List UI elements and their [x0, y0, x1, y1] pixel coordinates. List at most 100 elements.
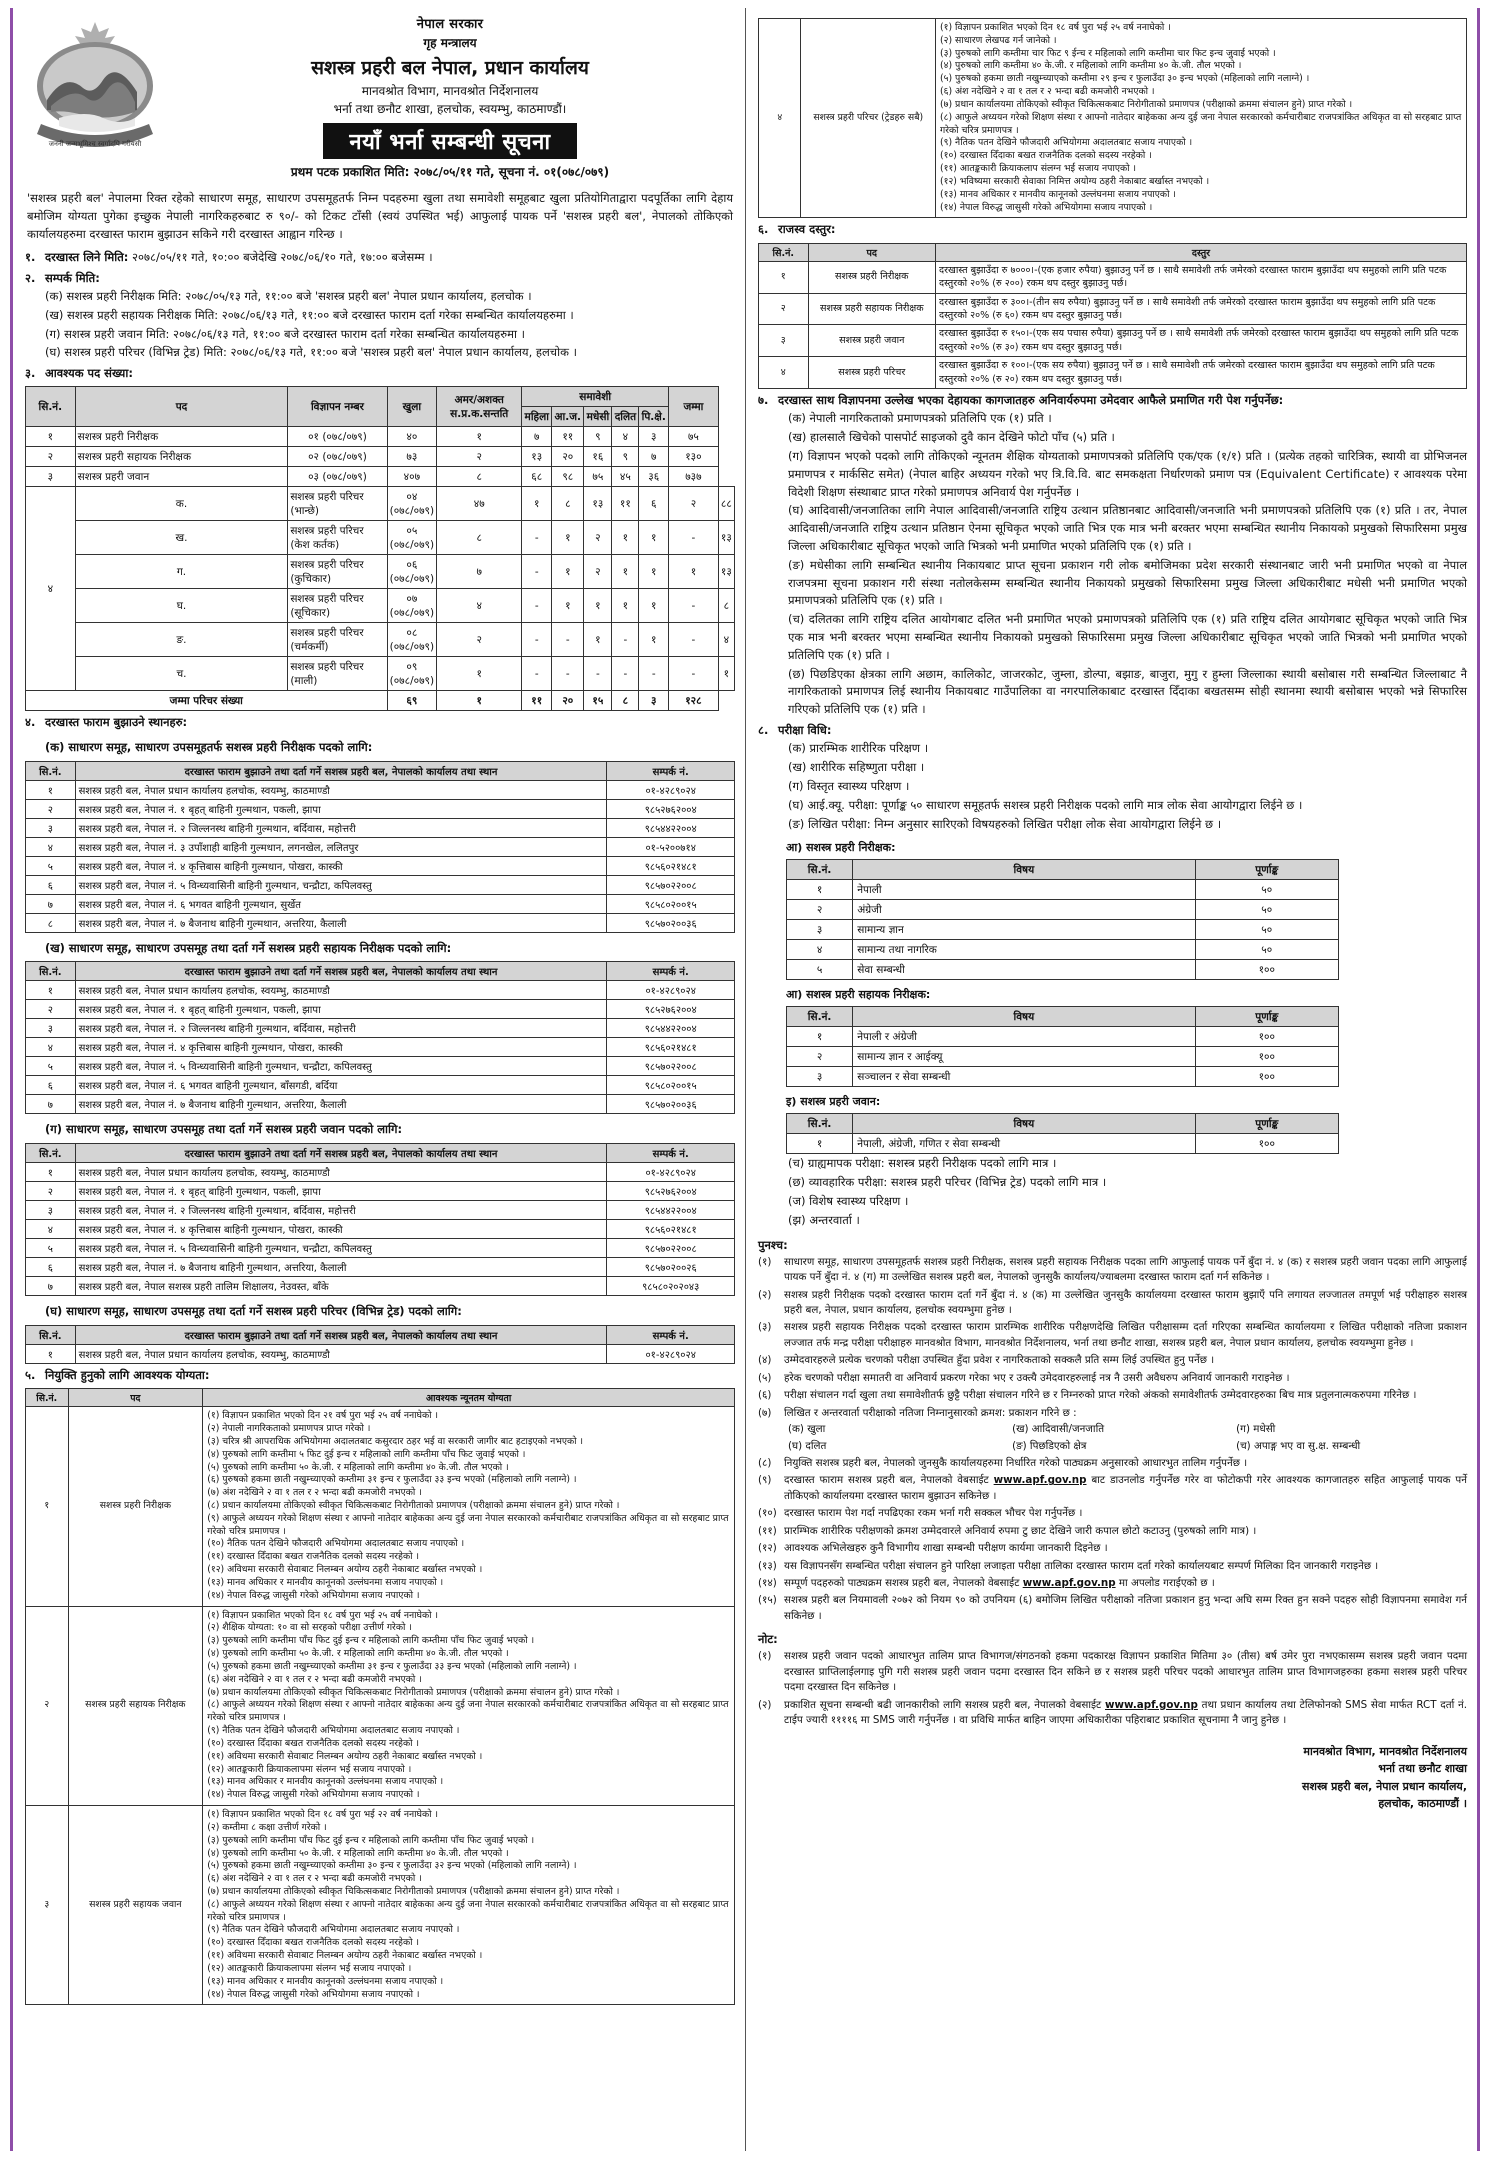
- cell-sn: ६: [25, 1075, 76, 1096]
- cell-open: ४०: [386, 426, 438, 448]
- website-link[interactable]: www.apf.gov.np: [1022, 1577, 1116, 1590]
- cell-post: सशस्त्र प्रहरी निरीक्षक: [67, 1406, 204, 1607]
- cell-total: १: [717, 656, 736, 692]
- note-text: परीक्षा संचालन गर्दा खुला तथा समावेशीतर्…: [784, 1389, 1417, 1402]
- th-q-post: पद: [67, 1388, 204, 1408]
- note-text: प्रकाशित सूचना सम्बन्धी बढी जानकारीको ला…: [784, 1698, 1468, 1727]
- marks-table-label: इ) सशस्त्र प्रहरी जवान:: [786, 1095, 881, 1109]
- document-header: जननी जन्मभूमिश्च स्वर्गादपि गरीयसी नेपाल…: [25, 14, 735, 180]
- cell-subject: नेपाली, अंग्रेजी, गणित र सेवा सम्बन्धी: [852, 1133, 1196, 1155]
- cell-pi: -: [668, 588, 719, 624]
- text-line: (क) प्रारम्भिक शारीरिक परिक्षण ।: [788, 741, 929, 756]
- th-o-sn: सि.नं.: [25, 1143, 76, 1164]
- qual-line: (१२) भविष्यमा सरकारी सेवाका निमित्त अयोग…: [939, 175, 1210, 187]
- cell-post: सशस्त्र प्रहरी निरीक्षक: [807, 260, 936, 294]
- cell-open: ८: [436, 520, 523, 556]
- cell-madhesi: १: [611, 588, 640, 624]
- cell-fee: दरखास्त बुझाउँदा रु १५०।-(एक सय पचास रुप…: [934, 324, 1468, 358]
- table-row: ५ सशस्त्र प्रहरी बल, नेपाल नं. ५ विन्ध्यव…: [25, 1056, 735, 1077]
- cell-sn: ३: [785, 1066, 854, 1088]
- qual-line: (३) चरित्र श्री आपराधिक अभियोगमा अदालतबा…: [207, 1435, 584, 1447]
- table-row: १ सशस्त्र प्रहरी बल, नेपाल प्रधान कार्याल…: [25, 779, 735, 800]
- th-female: महिला: [521, 406, 553, 428]
- th-q-sn: सि.नं.: [25, 1388, 69, 1408]
- table-row: ७ सशस्त्र प्रहरी बल, नेपाल नं. ६ भगवत बाह…: [25, 893, 735, 914]
- office-block-label: (घ) साधारण समूह, साधारण उपसमूह तथा दर्ता…: [45, 1304, 462, 1319]
- note-number: (१): [758, 1650, 772, 1663]
- note-item: (५) हरेक चरणको परीक्षा समातरी वा अनिवार्य…: [758, 1371, 1467, 1386]
- cell-sn: १: [25, 1406, 69, 1607]
- cell-sn: २: [25, 446, 76, 468]
- cell-total: ८: [717, 588, 736, 624]
- office-blocks: (क) साधारण समूह, साधारण उपसमूहतर्फ सशस्त…: [25, 739, 735, 1364]
- text-line: (घ) आई.क्यू. परीक्षा: पूर्णाङ्क ५० साधार…: [788, 797, 1303, 812]
- cell-marks: ५०: [1194, 879, 1340, 901]
- qual-line: (८) आफुले अध्ययन गरेको शिक्षण संस्था र आ…: [207, 1898, 729, 1923]
- cell-janajati: १: [583, 588, 613, 624]
- note2-title: नोट:: [758, 1632, 778, 1647]
- th-o-place: दरखास्त फाराम बुझाउने तथा दर्ता गर्ने सश…: [74, 1143, 608, 1164]
- th-m-subject: विषय: [852, 859, 1196, 881]
- section-8-number: ८.: [758, 723, 769, 738]
- cell-sn: १: [758, 260, 809, 294]
- note-text: साधारण समूह, साधारण उपसमूहतर्फ सशस्त्र प…: [784, 1255, 1467, 1284]
- table-row: ३ सशस्त्र प्रहरी बल, नेपाल नं. २ जिल्लनस्…: [25, 1200, 735, 1221]
- section-7-heading: ७. दरखास्त साथ विज्ञापनमा उल्लेख भएका दे…: [758, 392, 1467, 409]
- table-row: १ सशस्त्र प्रहरी निरीक्षक ०१ (०७८/०७९) ४० १ ७…: [25, 426, 735, 448]
- office-address: भर्ना तथा छनौट शाखा, हलचोक, स्वयम्भु, का…: [333, 102, 567, 116]
- cell-madhesi: ९: [583, 426, 613, 448]
- qual-line: (६) अंश नदेखिने २ वा १ तल र २ भन्दा बढी …: [207, 1873, 422, 1885]
- footer-signature: मानवश्रोत विभाग, मानवश्रोत निर्देशनालय भ…: [758, 1743, 1467, 1813]
- qual-line: (१३) मानव अधिकार र मानवीय कानूनको उल्लंघ…: [207, 1576, 444, 1588]
- cell-dalit: ४५: [611, 466, 640, 488]
- cell-phone: ९८५७०२००३६: [606, 912, 735, 933]
- ministry-name: गृह मन्त्रालय: [423, 36, 477, 50]
- marks-table: सि.नं. विषय पूर्णाङ्क १ नेपाली, अंग्रेजी, गण…: [785, 1113, 1340, 1155]
- item-2-number: २.: [25, 270, 36, 285]
- th-o-phone: सम्पर्क नं.: [606, 760, 735, 781]
- cell-janajati: २: [583, 520, 613, 556]
- cell-sn: २: [25, 1605, 69, 1807]
- website-link[interactable]: www.apf.gov.np: [1105, 1698, 1198, 1711]
- cell-total: ७५: [668, 426, 719, 448]
- text-line: (ङ) लिखित परीक्षा: निम्न अनुसार सारिएको …: [788, 816, 1222, 831]
- cell-total-janajati: २०: [551, 690, 585, 712]
- footer-line-3: सशस्त्र प्रहरी बल, नेपाल प्रधान कार्यालय…: [1302, 1779, 1467, 1793]
- qual-line: (१३) मानव अधिकार र मानवीय कानूनको उल्लंघ…: [939, 188, 1176, 200]
- cell-sn: ३: [25, 466, 76, 488]
- cell-female: १: [551, 520, 585, 556]
- cell-place: सशस्त्र प्रहरी बल, नेपाल नं. ४ कृत्तिबास…: [74, 855, 608, 876]
- cell-total-pi: ३: [638, 690, 670, 712]
- section-5-number: ५.: [25, 1367, 36, 1382]
- section-4-number: ४.: [25, 715, 36, 730]
- note-item: (९) दरखास्त फाराम सशस्त्र प्रहरी बल, नेपा…: [758, 1473, 1467, 1504]
- note-number: (८): [758, 1456, 772, 1469]
- cell-marks: १००: [1194, 1026, 1340, 1048]
- qual-line: (८) आफुले अध्ययन गरेको शिक्षण संस्था र आ…: [207, 1699, 729, 1724]
- table-row: १ सशस्त्र प्रहरी निरीक्षक (१) विज्ञापन प्र…: [25, 1406, 735, 1607]
- qual-line: (८) प्रधान कार्यालयमा तोकिएको स्वीकृत चि…: [207, 1499, 620, 1511]
- th-q-qual: आवश्यक न्यूनतम योग्यता: [202, 1388, 735, 1408]
- note-item: (२) सशस्त्र प्रहरी निरीक्षक पदको दरखास्त …: [758, 1288, 1467, 1319]
- table-row: १ नेपाली र अंग्रेजी १००: [785, 1026, 1340, 1048]
- cell-phone: ९८५६०२१४८१: [606, 1037, 735, 1058]
- cell-sn: ३: [25, 817, 76, 838]
- table-row: घ. सशस्त्र प्रहरी परिचर (सूचिकार) ०७ (०७८/…: [26, 588, 736, 624]
- cell-sn: ३: [25, 1018, 76, 1039]
- cell-phone: ९८५७०२२००८: [606, 874, 735, 895]
- cell-madhesi: -: [611, 656, 640, 692]
- cell-subject: अंग्रेजी: [852, 899, 1196, 921]
- marks-header-row: सि.नं. विषय पूर्णाङ्क: [785, 1006, 1340, 1028]
- th-martyr: अमर/अशक्त स.प्र.क.सन्तति: [436, 386, 523, 428]
- cell-sn: २: [785, 899, 854, 921]
- cell-martyr: २: [436, 446, 523, 468]
- cell-post: सशस्त्र प्रहरी परिचर (कुचिकार): [287, 554, 388, 590]
- cell-madhesi: ११: [611, 486, 640, 522]
- cell-total: ८८: [717, 486, 736, 522]
- note-text: लिखित र अन्तरवार्ता परीक्षाको नतिजा निम्…: [784, 1406, 1077, 1419]
- office-block-label: (क) साधारण समूह, साधारण उपसमूहतर्फ सशस्त…: [45, 739, 373, 754]
- contact-date-a: (क) सशस्त्र प्रहरी निरीक्षक मिति: २०७८/०…: [45, 288, 532, 303]
- th-o-phone: सम्पर्क नं.: [606, 1143, 735, 1164]
- cell-martyr: १: [521, 486, 553, 522]
- website-link[interactable]: www.apf.gov.np: [993, 1474, 1087, 1487]
